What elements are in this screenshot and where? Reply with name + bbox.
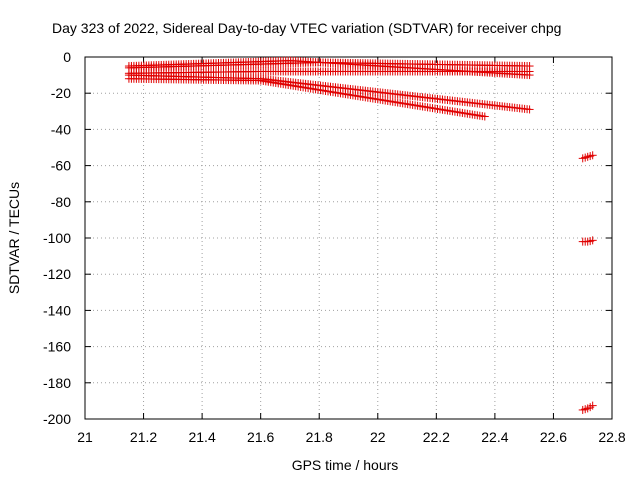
y-tick-label: -180 xyxy=(43,375,71,391)
y-axis-label: SDTVAR / TECUs xyxy=(6,182,22,294)
series-short-2 xyxy=(578,236,597,246)
y-tick-label: -200 xyxy=(43,411,71,427)
x-tick-label: 21.2 xyxy=(130,429,157,445)
y-tick-label: -40 xyxy=(51,121,71,137)
series-track-b xyxy=(124,58,534,72)
x-tick-label: 21.4 xyxy=(188,429,215,445)
series-track-e xyxy=(124,74,489,121)
x-tick-label: 22.4 xyxy=(481,429,508,445)
series-short-1 xyxy=(578,151,597,163)
y-tick-label: -100 xyxy=(43,230,71,246)
x-tick-label: 22.6 xyxy=(540,429,567,445)
grid xyxy=(85,57,612,419)
y-tick-label: -160 xyxy=(43,339,71,355)
x-tick-label: 21 xyxy=(77,429,93,445)
x-tick-label: 22 xyxy=(370,429,386,445)
y-tick-label: -140 xyxy=(43,302,71,318)
x-tick-label: 22.8 xyxy=(598,429,625,445)
y-tick-label: -60 xyxy=(51,158,71,174)
y-tick-label: 0 xyxy=(63,49,71,65)
series-short-3 xyxy=(578,401,597,414)
x-tick-label: 22.2 xyxy=(423,429,450,445)
y-tick-label: -20 xyxy=(51,85,71,101)
plot-frame xyxy=(84,56,613,420)
data-points xyxy=(124,56,597,414)
y-ticks: 0 -20 -40 -60 -80 -100 -120 -140 -160 -180 -200 xyxy=(43,49,612,427)
y-tick-label: -80 xyxy=(51,194,71,210)
x-axis-label: GPS time / hours xyxy=(292,457,399,473)
chart-title: Day 323 of 2022, Sidereal Day-to-day VTE… xyxy=(52,20,561,36)
y-tick-label: -120 xyxy=(43,266,71,282)
x-tick-label: 21.8 xyxy=(306,429,333,445)
x-tick-label: 21.6 xyxy=(247,429,274,445)
x-ticks: 21 21.2 21.4 21.6 21.8 22 22.2 22.4 22.6 22.8 xyxy=(77,57,626,445)
